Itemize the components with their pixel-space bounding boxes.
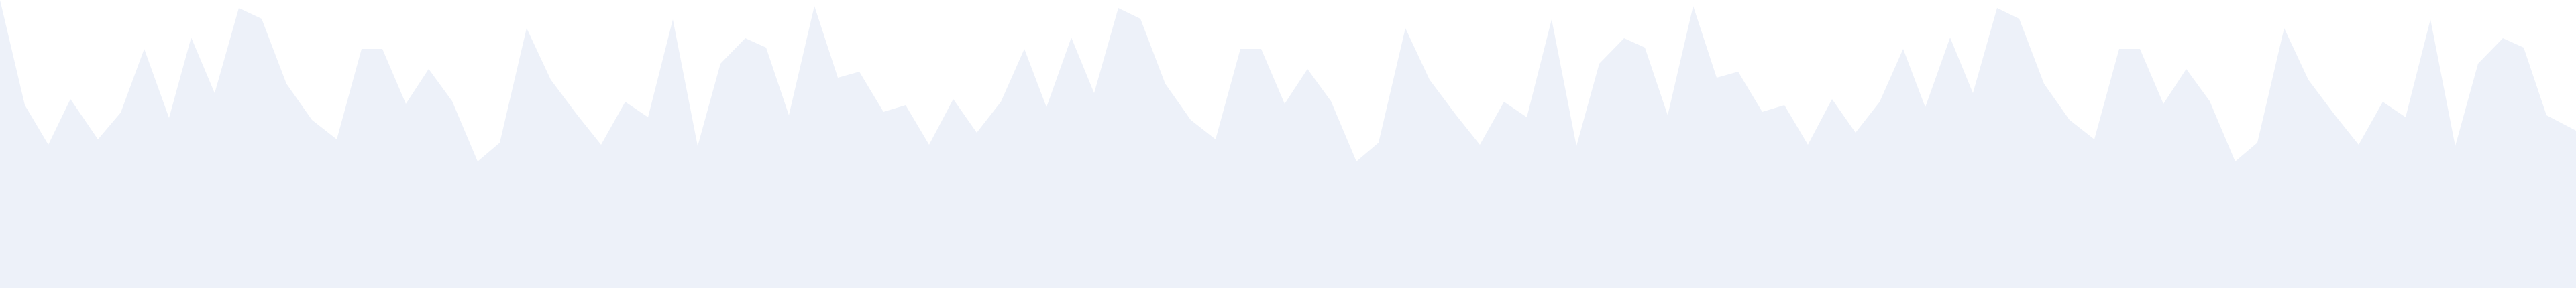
mountain-silhouette-shape bbox=[0, 0, 2576, 288]
mountain-silhouette-graphic bbox=[0, 0, 2576, 288]
decorative-banner bbox=[0, 0, 2576, 288]
